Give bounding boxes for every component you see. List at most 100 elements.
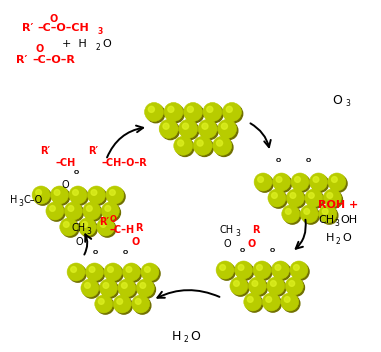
Circle shape <box>136 279 154 297</box>
Text: CH: CH <box>220 225 234 235</box>
Circle shape <box>68 206 74 211</box>
Circle shape <box>71 188 88 205</box>
Text: 3: 3 <box>235 228 240 238</box>
Circle shape <box>237 263 254 280</box>
Circle shape <box>247 296 253 302</box>
Circle shape <box>262 293 280 311</box>
Circle shape <box>285 208 291 214</box>
Circle shape <box>220 121 238 140</box>
Circle shape <box>266 296 272 302</box>
Circle shape <box>86 206 92 211</box>
Circle shape <box>195 138 213 157</box>
Circle shape <box>86 263 104 281</box>
Circle shape <box>307 191 324 208</box>
Circle shape <box>256 175 273 192</box>
Circle shape <box>85 283 90 288</box>
Circle shape <box>293 265 299 270</box>
Circle shape <box>144 266 150 272</box>
Circle shape <box>70 168 82 178</box>
Circle shape <box>161 121 179 140</box>
Circle shape <box>312 175 329 192</box>
Circle shape <box>90 188 107 205</box>
Text: O: O <box>131 237 139 247</box>
Text: O: O <box>190 329 200 342</box>
Text: –C–O–R: –C–O–R <box>32 55 75 65</box>
Text: C–O: C–O <box>24 195 43 205</box>
Circle shape <box>218 119 237 138</box>
Circle shape <box>202 123 208 129</box>
Circle shape <box>203 102 222 121</box>
Circle shape <box>270 191 287 208</box>
Circle shape <box>126 266 132 272</box>
Text: H: H <box>172 329 181 342</box>
Circle shape <box>221 123 227 129</box>
Circle shape <box>34 188 51 205</box>
Text: R′: R′ <box>88 146 98 156</box>
Circle shape <box>179 119 198 138</box>
Circle shape <box>283 295 300 312</box>
Circle shape <box>271 281 276 286</box>
Text: O: O <box>62 180 70 190</box>
Circle shape <box>118 279 136 297</box>
Circle shape <box>216 261 234 279</box>
Circle shape <box>287 279 304 296</box>
Text: O: O <box>75 237 83 247</box>
Circle shape <box>120 281 137 298</box>
Circle shape <box>285 277 303 295</box>
Circle shape <box>36 190 42 195</box>
Circle shape <box>267 277 285 295</box>
Circle shape <box>46 202 64 220</box>
Circle shape <box>266 245 277 256</box>
Circle shape <box>81 279 99 297</box>
Circle shape <box>193 136 212 155</box>
Text: O: O <box>74 170 78 176</box>
Circle shape <box>187 106 194 112</box>
Circle shape <box>117 298 123 304</box>
Circle shape <box>322 208 328 214</box>
Circle shape <box>134 297 151 314</box>
Circle shape <box>291 173 309 191</box>
Circle shape <box>32 186 50 204</box>
Circle shape <box>83 202 101 220</box>
Circle shape <box>304 208 310 214</box>
Text: R′: R′ <box>22 23 34 33</box>
Circle shape <box>54 190 60 195</box>
Circle shape <box>275 175 292 192</box>
Circle shape <box>275 265 281 270</box>
Circle shape <box>281 293 299 311</box>
Circle shape <box>80 220 98 237</box>
Text: 3: 3 <box>98 26 103 36</box>
Circle shape <box>218 263 235 280</box>
Text: –CH–O–R: –CH–O–R <box>102 158 148 168</box>
Text: CH: CH <box>71 223 85 233</box>
Text: O: O <box>332 94 342 107</box>
Text: 2: 2 <box>336 237 341 245</box>
Circle shape <box>238 265 244 270</box>
Text: 2: 2 <box>95 43 100 51</box>
Circle shape <box>78 218 96 236</box>
Circle shape <box>288 191 306 208</box>
Text: –C–O–CH: –C–O–CH <box>37 23 89 33</box>
Circle shape <box>197 140 203 146</box>
Text: O: O <box>275 157 281 163</box>
Circle shape <box>252 281 258 286</box>
Circle shape <box>186 105 204 123</box>
Circle shape <box>223 102 242 121</box>
Circle shape <box>132 295 150 313</box>
Circle shape <box>248 277 266 295</box>
Circle shape <box>143 265 160 282</box>
Circle shape <box>284 296 290 302</box>
Circle shape <box>91 190 97 195</box>
Text: O: O <box>122 250 128 254</box>
Circle shape <box>253 261 271 279</box>
Circle shape <box>313 177 319 182</box>
Circle shape <box>330 175 347 192</box>
Circle shape <box>182 123 189 129</box>
Circle shape <box>69 186 87 204</box>
Text: 3: 3 <box>18 199 23 207</box>
Text: R′: R′ <box>16 55 27 65</box>
Circle shape <box>163 123 169 129</box>
Circle shape <box>62 220 79 237</box>
Circle shape <box>290 261 308 279</box>
Circle shape <box>272 193 277 198</box>
